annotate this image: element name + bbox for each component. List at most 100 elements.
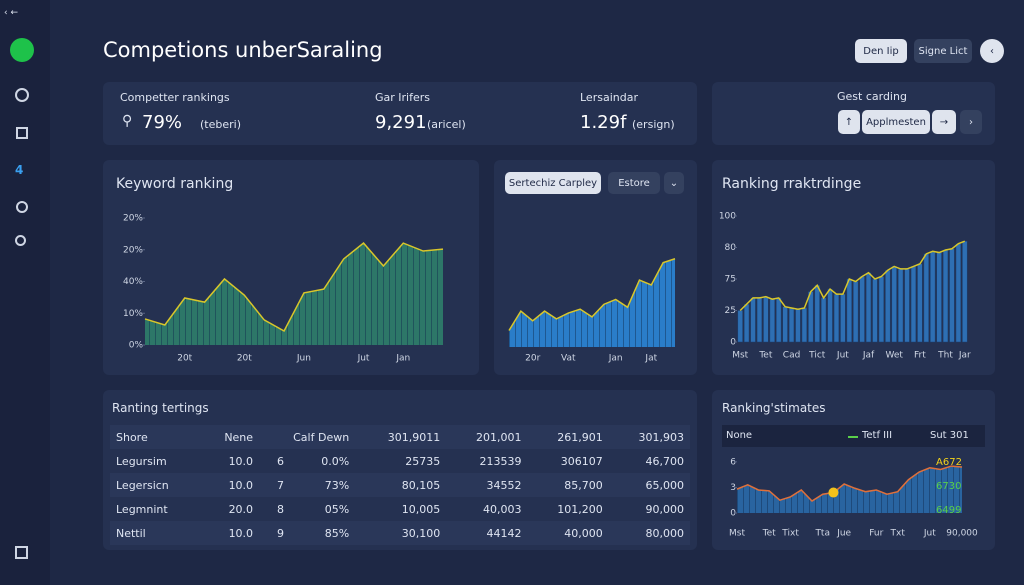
box-icon[interactable]	[16, 127, 28, 139]
button[interactable]: Den Iip	[855, 39, 907, 63]
logo[interactable]	[10, 38, 34, 62]
x-tick-label: 20t	[177, 354, 192, 364]
button[interactable]: Signe Lict	[914, 39, 972, 63]
cell: 0.0%	[321, 454, 350, 468]
row: Nettil 10.0 9 85% 30,100 44142 40,000 80,000	[110, 521, 690, 545]
cell: 44142	[486, 526, 522, 540]
stat-note: (ersign)	[632, 118, 675, 131]
panel-title: Keyword ranking	[116, 176, 234, 192]
bar	[942, 249, 949, 343]
cell: 40,000	[564, 526, 603, 540]
y-tick-label: 40%	[123, 277, 143, 287]
header-cell: 301,903	[638, 430, 685, 444]
x-tick-label: 90,000	[946, 529, 978, 539]
bar	[743, 303, 750, 343]
bar	[763, 296, 769, 343]
x-tick-label: Mst	[729, 529, 745, 539]
stat-note: (teberi)	[200, 118, 241, 131]
stat-value: 79%	[142, 112, 183, 133]
export-icon[interactable]	[15, 546, 28, 559]
stat-label: Gar Irifers	[375, 91, 430, 104]
bar	[737, 310, 743, 343]
more-button[interactable]: ›	[960, 110, 982, 134]
cell: 7	[277, 478, 285, 492]
button[interactable]: Estore	[608, 172, 660, 194]
y-tick-label: 10%	[123, 309, 143, 319]
area-stripes	[737, 466, 962, 513]
link-icon[interactable]	[16, 201, 28, 213]
y-tick-label: 0	[730, 509, 736, 519]
y-tick-label: 0%	[129, 341, 144, 351]
bar	[955, 243, 962, 343]
cell: 05%	[324, 502, 350, 516]
row: Legursim 10.0 6 0.0% 25735 213539 306107 46,700	[110, 449, 690, 473]
cell: 46,700	[645, 454, 685, 468]
x-tick-label: Wet	[885, 351, 903, 361]
bar	[891, 266, 897, 343]
x-tick-label: Jar	[958, 351, 971, 361]
x-tick-label: Tixt	[781, 529, 799, 539]
cell: 73%	[324, 478, 350, 492]
stat-value: 1.29f	[580, 112, 627, 133]
panel-title: Ranting tertings	[112, 401, 209, 415]
legend-swatch	[848, 436, 858, 438]
header-cell: Calf Dewn	[293, 430, 350, 444]
cell: 85%	[324, 526, 350, 540]
cell: Legursim	[116, 454, 167, 468]
stat-label: Lersaindar	[580, 91, 638, 104]
panel-title: Ranking rraktrdinge	[722, 176, 862, 192]
bar	[788, 307, 795, 343]
x-tick-label: Txt	[890, 529, 906, 539]
dropdown[interactable]: ⌄	[664, 172, 684, 194]
globe-icon[interactable]	[15, 88, 29, 102]
y-tick-label: 80	[725, 243, 737, 253]
button[interactable]: Sertechiz Carpley	[505, 172, 601, 194]
x-tick-label: Jat	[644, 354, 657, 364]
highlight-point	[828, 487, 839, 498]
legend-label: Tetf III	[862, 430, 893, 441]
bar	[782, 306, 788, 343]
row: Legmnint 20.0 8 05% 10,005 40,003 101,200 90,00…	[110, 497, 690, 521]
table: Shore Nene Calf Dewn 301,9011 201,001 261,901…	[110, 425, 690, 545]
line	[508, 258, 676, 331]
bar	[859, 276, 865, 343]
bar	[872, 278, 878, 343]
next-button[interactable]: →	[932, 110, 956, 134]
x-tick-label: Tet	[762, 529, 777, 539]
stats-icon[interactable]: 4	[15, 163, 24, 177]
up-button[interactable]: ↑	[838, 110, 860, 134]
bar	[814, 285, 820, 343]
stat-note: (aricel)	[427, 118, 466, 131]
stats-panel	[103, 82, 697, 145]
y-tick-label: 0	[730, 338, 736, 348]
x-tick-label: Fur	[869, 529, 883, 539]
annotation: A672	[936, 457, 962, 468]
x-tick-label: Jun	[296, 354, 311, 364]
x-tick-label: Cad	[783, 351, 801, 361]
search-icon[interactable]	[15, 235, 26, 246]
x-tick-label: Jaf	[862, 351, 875, 361]
y-tick-label: 6	[730, 457, 736, 467]
line	[736, 465, 963, 503]
x-tick-label: 20r	[525, 354, 540, 364]
cell: 65,000	[645, 478, 685, 492]
y-tick-label: 20%	[123, 214, 143, 224]
cell: 6	[277, 454, 285, 468]
search-icon: ⚲	[122, 113, 133, 129]
bar	[962, 240, 968, 343]
bar	[904, 268, 910, 343]
y-tick-label: 3	[730, 483, 736, 493]
bar	[769, 298, 775, 343]
button[interactable]: Applmesten	[862, 110, 930, 134]
cell: 25735	[405, 454, 441, 468]
header-cell: Nene	[224, 430, 254, 444]
x-tick-label: Tht	[937, 351, 953, 361]
header-cell: 301,9011	[387, 430, 441, 444]
x-tick-label: 20t	[237, 354, 252, 364]
back-button[interactable]: ‹	[980, 39, 1004, 63]
cell: 80,105	[401, 478, 441, 492]
collapse[interactable]: ‹ ←	[4, 8, 19, 18]
cell: 9	[277, 526, 285, 540]
